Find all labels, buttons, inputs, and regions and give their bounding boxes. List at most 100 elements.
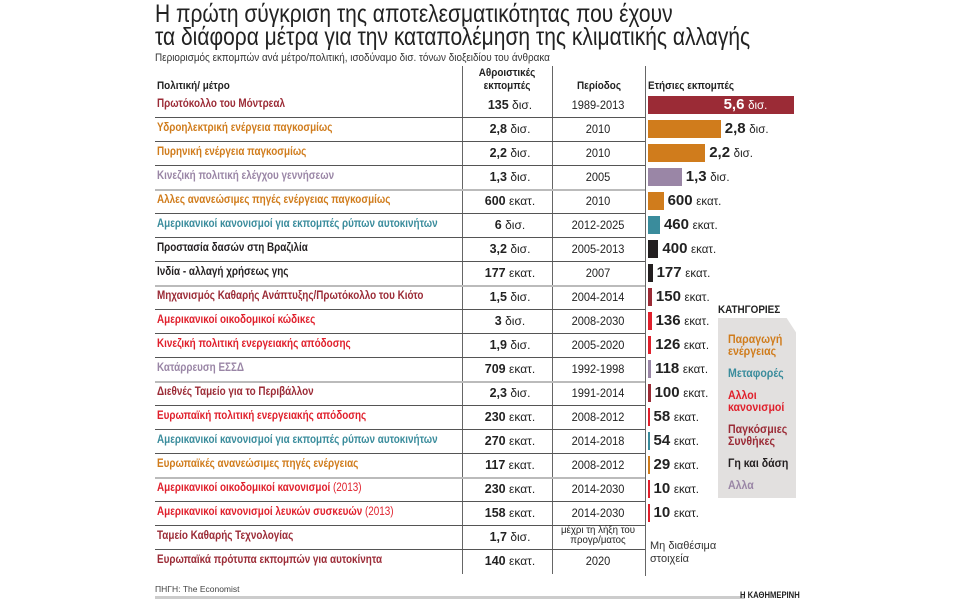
cumulative-emissions: 2,3 δισ. [455, 386, 565, 400]
annual-emissions-label: 177 εκατ. [657, 264, 711, 281]
cumulative-value: 6 [494, 218, 502, 232]
annual-emissions-label: 2,8 δισ. [725, 120, 769, 137]
cumulative-emissions: 1,7 δισ. [455, 530, 565, 544]
cumulative-unit: εκατ. [508, 194, 536, 208]
header-annual: Ετήσιες εκπομπές [648, 80, 735, 92]
cumulative-emissions: 1,5 δισ. [455, 290, 565, 304]
legend-regulation: Αλλοι κανονισμοί [728, 390, 785, 414]
policy-name-text: Κινεζική πολιτική ενεργειακής απόδοσης [157, 338, 351, 350]
policy-name: Αλλες ανανεώσιμες πηγές ενέργειας παγκοσ… [157, 194, 390, 206]
annual-emissions-bar [648, 408, 650, 426]
annual-emissions-bar [648, 120, 721, 138]
annual-value: 460 [663, 216, 689, 233]
cumulative-value: 270 [484, 434, 506, 448]
cumulative-value: 140 [484, 554, 506, 568]
annual-emissions-bar [648, 144, 706, 162]
cumulative-emissions: 6 δισ. [455, 218, 565, 232]
annual-unit: εκατ. [682, 364, 709, 376]
cumulative-unit: εκατ. [508, 482, 536, 496]
annual-emissions-label: 600 εκατ. [668, 192, 722, 209]
cumulative-emissions: 135 δισ. [455, 98, 565, 112]
policy-name: Αμερικανικοί κανονισμοί λευκών συσκευών … [157, 506, 394, 518]
period: 2004-2014 [571, 290, 625, 304]
annual-emissions-label: 29 εκατ. [654, 456, 699, 473]
cumulative-value: 1,9 [489, 338, 507, 352]
policy-name: Κινεζική πολιτική ελέγχου γεννήσεων [157, 170, 334, 182]
annual-emissions-label: 2,2 δισ. [709, 144, 753, 161]
cumulative-value: 3,2 [489, 242, 507, 256]
policy-name-text: Ευρωπαϊκά πρότυπα εκπομπών για αυτοκίνητ… [157, 554, 383, 566]
table-row: Κινεζική πολιτική ενεργειακής απόδοσης 1,… [155, 333, 645, 358]
annual-emissions-bar [648, 264, 653, 282]
annual-emissions-label: 150 εκατ. [656, 288, 710, 305]
period: 2014-2018 [571, 434, 625, 448]
policy-name: Πρωτόκολλο του Μόντρεαλ [157, 98, 285, 110]
annual-unit: εκατ. [683, 388, 709, 400]
annual-emissions-bar [648, 312, 652, 330]
cumulative-value: 2,8 [489, 122, 507, 136]
cumulative-emissions: 2,2 δισ. [455, 146, 565, 160]
column-divider [552, 66, 553, 574]
cumulative-unit: εκατ. [508, 554, 536, 568]
header-period: Περίοδος [577, 80, 621, 92]
policy-name: Προστασία δασών στη Βραζιλία [157, 242, 308, 254]
annual-emissions-bar [648, 216, 660, 234]
table-row: Αμερικανικοί κανονισμοί για εκπομπές ρύπ… [155, 213, 645, 238]
period: 1992-1998 [571, 362, 625, 376]
annual-value: 136 [655, 312, 681, 329]
cumulative-value: 230 [484, 482, 506, 496]
policy-name: Διεθνές Ταμείο για το Περιβάλλον [157, 386, 314, 398]
table-row: Προστασία δασών στη Βραζιλία 3,2 δισ. 2005… [155, 237, 645, 262]
annual-value: 177 [656, 264, 682, 281]
cumulative-unit: δισ. [510, 290, 531, 304]
annual-emissions-label: 1,3 δισ. [686, 168, 730, 185]
cumulative-emissions: 709 εκατ. [455, 362, 565, 376]
cumulative-unit: εκατ. [508, 266, 536, 280]
legend-global: Παγκόσμιες Συνθήκες [728, 424, 788, 448]
annual-emissions-label: 118 εκατ. [655, 360, 708, 377]
cumulative-unit: δισ. [505, 314, 526, 328]
cumulative-emissions: 177 εκατ. [455, 266, 565, 280]
table-row: Ταμείο Καθαρής Τεχνολογίας 1,7 δισ. μέχρι … [155, 525, 645, 550]
annual-value: 1,3 [685, 168, 707, 185]
policy-name-text: Πυρηνική ενέργεια παγκοσμίως [157, 146, 307, 158]
policy-name-text: Ευρωπαϊκές ανανεώσιμες πηγές ενέργειας [157, 458, 359, 470]
annual-value: 600 [667, 192, 693, 209]
policy-name: Κατάρρευση ΕΣΣΔ [157, 362, 244, 374]
policy-name: Ευρωπαϊκά πρότυπα εκπομπών για αυτοκίνητ… [157, 554, 382, 566]
policy-name-text: Αμερικανικοί κανονισμοί για εκπομπές ρύπ… [157, 434, 438, 446]
legend-transport: Μεταφορές [728, 368, 784, 380]
annual-unit: εκατ. [684, 292, 710, 304]
annual-emissions-bar [648, 360, 652, 378]
cumulative-unit: δισ. [505, 218, 526, 232]
annual-unit: εκατ. [684, 316, 710, 328]
annual-unit: εκατ. [691, 244, 717, 256]
annual-value: 118 [655, 360, 680, 377]
annual-unit: εκατ. [673, 484, 699, 496]
annual-value: 100 [654, 384, 680, 401]
annual-value: 54 [653, 432, 671, 449]
annual-unit: εκατ. [692, 220, 718, 232]
table-row: Αμερικανικοί κανονισμοί για εκπομπές ρύπ… [155, 429, 645, 454]
annual-unit: εκατ. [683, 340, 710, 352]
cumulative-emissions: 1,9 δισ. [455, 338, 565, 352]
annual-emissions-label: 54 εκατ. [654, 432, 699, 449]
table-row: Ευρωπαϊκά πρότυπα εκπομπών για αυτοκίνητ… [155, 549, 645, 573]
annual-unit: εκατ. [673, 436, 699, 448]
cumulative-value: 3 [494, 314, 502, 328]
policy-name: Ταμείο Καθαρής Τεχνολογίας [157, 530, 293, 542]
annual-value: 2,8 [724, 120, 746, 137]
policy-name-text: Ευρωπαϊκή πολιτική ενεργειακής απόδοσης [157, 410, 367, 422]
annual-emissions-bar [648, 384, 651, 402]
period: 2014-2030 [571, 482, 625, 496]
legend-energy: Παραγωγή ενέργειας [728, 334, 783, 358]
annual-value: 29 [653, 456, 671, 473]
annual-value: 10 [653, 504, 671, 521]
table-row: Αμερικανικοί κανονισμοί λευκών συσκευών … [155, 501, 645, 526]
period: 2008-2012 [571, 410, 625, 424]
policy-name-text: Πρωτόκολλο του Μόντρεαλ [157, 98, 285, 110]
cumulative-value: 117 [485, 458, 506, 472]
annual-emissions-bar [648, 432, 650, 450]
policy-name: Ευρωπαϊκές ανανεώσιμες πηγές ενέργειας [157, 458, 358, 470]
annual-emissions-bar [648, 456, 650, 474]
